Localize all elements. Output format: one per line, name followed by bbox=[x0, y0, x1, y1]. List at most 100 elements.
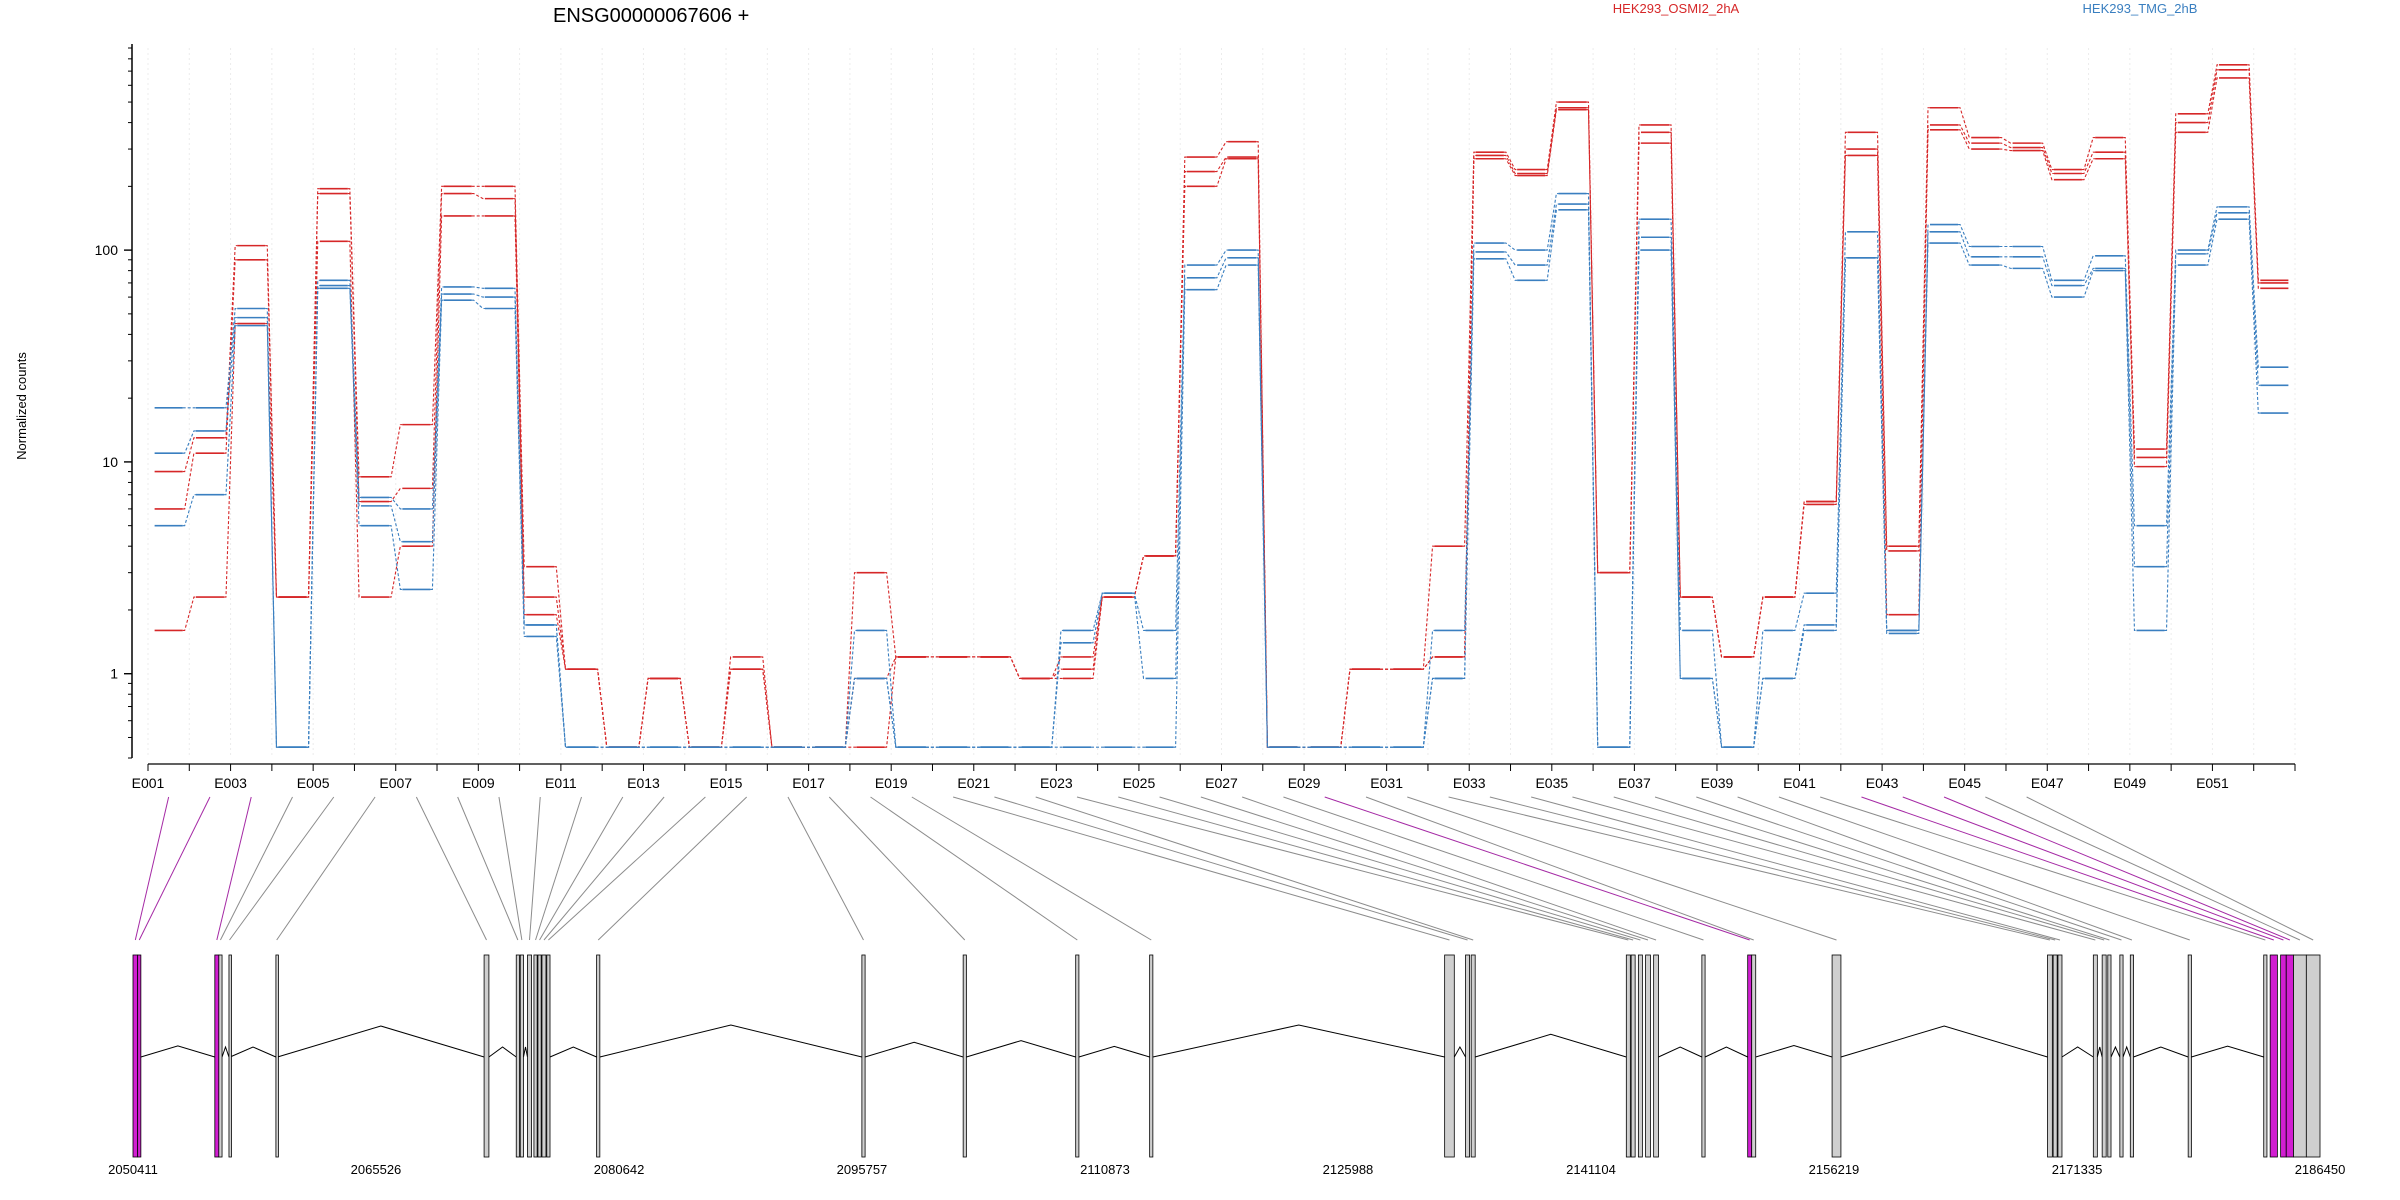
series-connector bbox=[223, 259, 238, 454]
series-connector bbox=[1792, 629, 1807, 679]
series-connector bbox=[2081, 267, 2096, 287]
series-connector bbox=[1958, 231, 1972, 258]
exon-block bbox=[541, 954, 547, 1158]
x-tick-label: E015 bbox=[710, 775, 743, 791]
series-connector bbox=[1792, 592, 1807, 632]
y-tick-label: 1 bbox=[110, 666, 118, 682]
exon-connector bbox=[1076, 796, 1629, 941]
series-connector bbox=[1214, 264, 1229, 291]
genome-axis: 2050411 2065526 2080642 2095757 2110873 21259… bbox=[108, 1162, 2345, 1177]
legend-label-osmi: HEK293_OSMI2_2hA bbox=[1613, 1, 1740, 16]
intron bbox=[277, 1025, 485, 1058]
series-connector bbox=[1751, 596, 1765, 658]
exon-block bbox=[2263, 954, 2268, 1158]
series-connector bbox=[1834, 154, 1848, 505]
series-connector bbox=[1958, 224, 1972, 248]
series-connector bbox=[1916, 129, 1931, 616]
series-connector bbox=[2205, 69, 2220, 124]
series-connector bbox=[1916, 242, 1931, 632]
series-connector bbox=[1669, 218, 1683, 632]
exon-block bbox=[1630, 954, 1636, 1158]
genome-tick-label: 2186450 bbox=[2295, 1162, 2346, 1177]
x-tick-label: E023 bbox=[1040, 775, 1073, 791]
series-connector bbox=[1503, 258, 1518, 281]
exon-connector bbox=[1778, 796, 2190, 941]
series-connector bbox=[1091, 592, 1105, 632]
exon-connector bbox=[539, 796, 624, 941]
exon-connector bbox=[1696, 796, 2122, 941]
exon-block bbox=[962, 954, 967, 1158]
exon-connector bbox=[498, 796, 523, 941]
series-connector bbox=[389, 487, 403, 503]
x-tick-label: E017 bbox=[792, 775, 825, 791]
series-connector bbox=[1999, 264, 2013, 269]
series-connector bbox=[2205, 206, 2220, 251]
intron bbox=[2096, 1046, 2103, 1058]
series-connector bbox=[512, 185, 527, 568]
intron bbox=[599, 1024, 863, 1058]
plot-series bbox=[154, 63, 2289, 748]
exon-block bbox=[2057, 954, 2063, 1158]
series-connector bbox=[1710, 596, 1724, 658]
series-connector bbox=[1545, 203, 1559, 266]
exon-connector bbox=[1448, 796, 2051, 941]
exon-block bbox=[1625, 954, 1631, 1158]
series-connector bbox=[1462, 242, 1476, 632]
x-tick-label: E043 bbox=[1866, 775, 1899, 791]
exon-connector bbox=[597, 796, 748, 941]
series-connector bbox=[223, 323, 238, 598]
series-connector bbox=[2123, 270, 2137, 632]
exon-block bbox=[2269, 954, 2278, 1158]
series-connector bbox=[1958, 242, 1972, 266]
x-tick-label: E051 bbox=[2196, 775, 2229, 791]
x-tick-label: E045 bbox=[1948, 775, 1981, 791]
exon-block bbox=[2280, 954, 2287, 1158]
exon-block bbox=[2092, 954, 2098, 1158]
series-connector bbox=[430, 192, 444, 489]
exon-block bbox=[2285, 954, 2294, 1158]
x-tick-label: E035 bbox=[1535, 775, 1568, 791]
x-tick-label: E033 bbox=[1453, 775, 1486, 791]
series-connector bbox=[1214, 249, 1229, 266]
series-connector bbox=[1214, 257, 1229, 279]
series-connector bbox=[2040, 142, 2054, 171]
exon-connector bbox=[134, 796, 170, 941]
genome-tick-label: 2080642 bbox=[594, 1162, 645, 1177]
intron bbox=[966, 1040, 1076, 1058]
exon-connector bbox=[543, 796, 665, 941]
series-connector bbox=[182, 452, 196, 510]
x-tick-label: E049 bbox=[2113, 775, 2146, 791]
series-connector bbox=[430, 215, 444, 547]
series-connector bbox=[389, 525, 403, 590]
plot-grid bbox=[147, 48, 2296, 758]
exon-block bbox=[483, 954, 490, 1158]
series-connector bbox=[1214, 156, 1229, 173]
exon-connector bbox=[229, 796, 335, 941]
series-connector bbox=[554, 614, 568, 670]
series-connector bbox=[1462, 258, 1476, 679]
series-connector bbox=[512, 198, 527, 598]
genome-tick-label: 2141104 bbox=[1566, 1162, 1616, 1177]
series-connector bbox=[223, 245, 238, 439]
x-tick-label: E013 bbox=[627, 775, 660, 791]
series-connector bbox=[306, 240, 320, 598]
x-tick-label: E041 bbox=[1783, 775, 1816, 791]
x-tick-label: E039 bbox=[1701, 775, 1734, 791]
series-connector bbox=[265, 325, 279, 748]
series-connector bbox=[2123, 151, 2137, 458]
exon-connector bbox=[1572, 796, 2096, 941]
exon-connector bbox=[1902, 796, 2284, 941]
genome-tick-label: 2125988 bbox=[1323, 1162, 1374, 1177]
series-connector bbox=[1545, 192, 1559, 251]
series-connector bbox=[512, 296, 527, 626]
series-connector bbox=[1421, 656, 1435, 670]
x-tick-label: E011 bbox=[545, 775, 577, 791]
y-axis-label: Normalized counts bbox=[14, 352, 29, 460]
chart-title: ENSG00000067606 + bbox=[553, 5, 749, 27]
exon-connector bbox=[1159, 796, 1641, 941]
series-connector bbox=[1669, 142, 1683, 598]
series-connector bbox=[430, 299, 444, 590]
intron bbox=[1152, 1024, 1445, 1058]
exon-connector bbox=[1531, 796, 2061, 941]
series-connector bbox=[2081, 158, 2096, 181]
